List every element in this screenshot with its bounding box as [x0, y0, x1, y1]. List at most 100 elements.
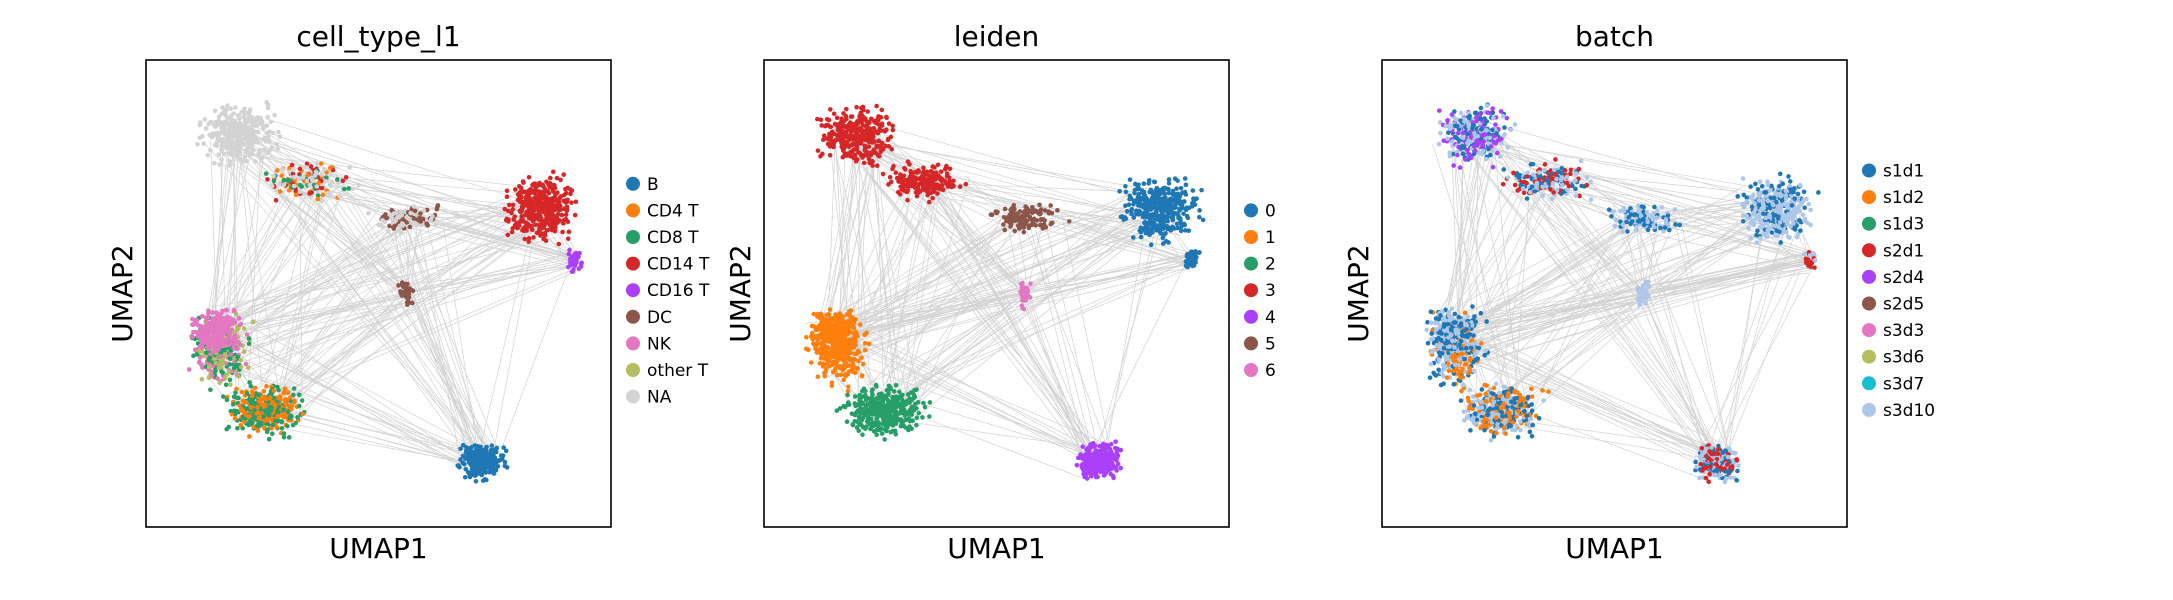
- scatter-point: [270, 422, 276, 428]
- scatter-point: [857, 322, 863, 327]
- graph-edge: [831, 328, 1106, 444]
- scatter-point: [286, 187, 292, 193]
- scatter-point: [537, 208, 542, 214]
- scatter-point: [517, 223, 522, 228]
- scatter-point: [891, 163, 896, 169]
- scatter-point: [282, 398, 288, 403]
- scatter-point: [256, 151, 261, 157]
- scatter-point: [399, 230, 404, 236]
- graph-edge: [221, 199, 535, 324]
- scatter-point: [208, 387, 213, 393]
- scatter-point: [199, 313, 205, 319]
- scatter-point: [203, 126, 209, 131]
- scatter-point: [219, 111, 225, 117]
- scatter-point: [291, 386, 297, 391]
- legend-label: CD8 T: [647, 228, 699, 248]
- scatter-point: [267, 129, 272, 135]
- graph-edge: [214, 141, 406, 292]
- scatter-point: [898, 184, 904, 189]
- graph-edge: [489, 207, 540, 474]
- scatter-point: [494, 459, 500, 465]
- scatter-point: [297, 166, 303, 172]
- scatter-point: [398, 291, 404, 296]
- scatter-point: [1118, 214, 1124, 220]
- scatter-point: [536, 201, 541, 206]
- scatter-point: [382, 219, 388, 225]
- scatter-point: [238, 357, 243, 363]
- graph-edge: [878, 198, 1160, 397]
- scatter-point: [265, 177, 270, 182]
- scatter-point: [541, 225, 547, 231]
- legend-label: NA: [647, 388, 672, 408]
- scatter-point: [942, 178, 948, 184]
- scatter-point: [929, 176, 935, 182]
- scatter-point: [281, 177, 287, 183]
- scatter-point: [853, 410, 859, 416]
- scatter-point: [861, 160, 867, 166]
- scatter-point: [1178, 185, 1184, 191]
- graph-edge: [305, 188, 403, 300]
- scatter-point: [1147, 232, 1153, 238]
- scatter-point: [218, 362, 223, 367]
- scatter-point: [1124, 209, 1130, 214]
- scatter-point: [272, 112, 277, 118]
- scatter-point: [472, 443, 478, 448]
- scatter-point: [905, 197, 910, 203]
- scatter-point: [855, 348, 861, 354]
- scatter-point: [220, 308, 225, 314]
- scatter-point: [827, 339, 832, 344]
- scatter-point: [556, 241, 562, 247]
- scatter-point: [246, 131, 251, 137]
- scatter-point: [884, 127, 889, 133]
- scatter-point: [858, 110, 864, 116]
- scatter-point: [1009, 221, 1014, 227]
- scatter-point: [889, 405, 895, 411]
- scatter-point: [900, 419, 906, 425]
- scatter-point: [854, 333, 860, 338]
- graph-edge: [1019, 261, 1186, 302]
- scatter-point: [862, 148, 868, 153]
- graph-edge: [273, 280, 405, 402]
- scatter-point: [238, 422, 244, 428]
- scatter-point: [403, 281, 409, 287]
- scatter-point: [846, 384, 851, 389]
- scatter-point: [224, 308, 230, 313]
- scatter-point: [476, 465, 482, 471]
- scatter-point: [878, 391, 884, 397]
- scatter-point: [858, 105, 864, 111]
- scatter-point: [386, 229, 391, 235]
- graph-edge: [225, 264, 579, 367]
- scatter-point: [269, 431, 275, 437]
- scatter-point: [484, 464, 490, 470]
- scatter-point: [502, 206, 508, 212]
- scatter-point: [1001, 222, 1006, 227]
- scatter-point: [867, 421, 872, 427]
- scatter-point: [285, 409, 291, 414]
- graph-edge: [205, 206, 521, 329]
- scatter-point: [1144, 204, 1150, 209]
- scatter-point: [1185, 215, 1191, 221]
- scatter-point: [1138, 195, 1144, 201]
- scatter-point: [1132, 187, 1138, 193]
- scatter-point: [838, 315, 843, 321]
- scatter-point: [925, 192, 930, 198]
- graph-edge: [197, 363, 239, 416]
- scatter-point: [1038, 207, 1044, 212]
- scatter-point: [853, 121, 859, 126]
- legend-marker: [626, 230, 640, 244]
- scatter-point: [244, 391, 250, 396]
- scatter-point: [491, 465, 496, 471]
- scatter-point: [562, 198, 568, 203]
- scatter-point: [1188, 259, 1194, 265]
- scatter-point: [227, 159, 233, 164]
- scatter-point: [347, 165, 353, 170]
- scatter-point: [503, 217, 509, 223]
- scatter-point: [1175, 211, 1180, 216]
- scatter-point: [276, 404, 282, 409]
- scatter-point: [277, 134, 283, 139]
- scatter-point: [914, 406, 919, 411]
- scatter-point: [521, 219, 527, 224]
- scatter-point: [195, 142, 200, 147]
- scatter-point: [1074, 462, 1080, 468]
- graph-edge: [209, 331, 492, 468]
